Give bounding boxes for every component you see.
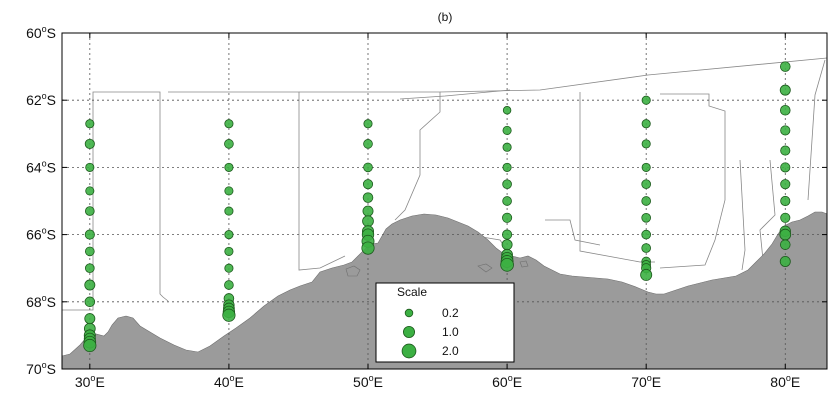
station-marker-70e-5 [641, 196, 652, 206]
station-marker-40e-7 [224, 263, 234, 273]
station-marker-40e-3 [224, 186, 234, 196]
station-marker-70e-4 [641, 179, 652, 190]
station-marker-40e-6 [224, 246, 234, 256]
station-marker-80e-3 [780, 125, 791, 136]
lat-label-64: 64oS [26, 158, 56, 175]
station-marker-50e-6 [362, 215, 374, 227]
station-marker-40e-2 [224, 162, 234, 172]
legend-marker-0 [404, 308, 414, 318]
station-marker-30e-9 [84, 296, 96, 308]
station-marker-50e-1 [363, 139, 373, 149]
station-marker-50e-4 [362, 192, 374, 203]
station-marker-30e-8 [84, 279, 96, 291]
plot-frame [61, 32, 828, 370]
station-marker-30e-0 [85, 119, 95, 129]
station-marker-30e-4 [84, 206, 95, 216]
panel-label: (b) [438, 10, 453, 24]
lon-label-30: 30oE [75, 373, 105, 390]
station-marker-80e-1 [779, 84, 791, 96]
legend-label-0: 0.2 [442, 306, 459, 320]
station-marker-30e-15 [83, 338, 97, 353]
station-marker-50e-3 [362, 179, 374, 190]
station-marker-30e-3 [85, 186, 95, 196]
station-marker-80e-12 [779, 256, 791, 267]
station-marker-80e-7 [780, 195, 791, 207]
lat-label-70: 70oS [26, 360, 56, 377]
lon-label-50: 50oE [353, 373, 383, 390]
station-marker-50e-10 [361, 241, 375, 255]
station-marker-60e-2 [502, 142, 512, 152]
lat-label-68: 68oS [26, 293, 56, 310]
legend-marker-1 [402, 325, 415, 338]
lon-label-60: 60oE [492, 373, 522, 390]
station-marker-80e-10 [779, 228, 792, 241]
legend-label-2: 2.0 [442, 344, 459, 358]
station-marker-70e-0 [641, 95, 651, 105]
station-marker-60e-7 [502, 229, 513, 240]
station-marker-40e-13 [222, 308, 236, 322]
station-marker-80e-6 [780, 179, 791, 190]
legend-marker-2 [401, 343, 417, 359]
station-marker-80e-2 [779, 105, 791, 116]
station-marker-40e-0 [224, 119, 234, 129]
station-marker-30e-10 [84, 313, 96, 325]
scale-legend: Scale 0.2 1.0 2.0 [375, 282, 515, 363]
station-marker-50e-2 [363, 162, 373, 173]
legend-title: Scale [397, 285, 427, 299]
legend-label-1: 1.0 [442, 325, 459, 339]
station-marker-70e-1 [641, 119, 651, 129]
station-marker-50e-5 [362, 205, 374, 217]
station-marker-80e-11 [779, 239, 791, 250]
longitude-tick-labels: 30oE 40oE 50oE 60oE 70oE 80oE [75, 373, 800, 390]
station-marker-70e-8 [641, 243, 652, 253]
lon-label-70: 70oE [631, 373, 661, 390]
station-marker-40e-1 [224, 139, 234, 149]
lat-label-66: 66oS [26, 226, 56, 243]
station-marker-40e-4 [224, 206, 234, 216]
station-marker-30e-7 [84, 263, 95, 274]
station-marker-40e-8 [224, 280, 234, 290]
station-marker-60e-12 [500, 257, 514, 272]
latitude-tick-labels: 60oS 62oS 64oS 66oS 68oS 70oS [26, 24, 56, 377]
station-marker-60e-5 [502, 196, 512, 206]
station-marker-30e-6 [84, 246, 95, 257]
station-marker-30e-1 [84, 138, 95, 149]
lat-label-60: 60oS [26, 24, 56, 41]
station-marker-60e-3 [502, 162, 512, 172]
station-marker-80e-0 [779, 61, 791, 72]
station-marker-70e-6 [641, 212, 652, 223]
lat-label-62: 62oS [26, 91, 56, 108]
lon-label-40: 40oE [214, 373, 244, 390]
legend-box [375, 282, 515, 363]
station-marker-80e-4 [780, 145, 791, 156]
station-marker-50e-0 [363, 119, 373, 129]
station-marker-70e-2 [641, 139, 651, 149]
station-marker-30e-2 [85, 162, 95, 172]
tick-marks [62, 32, 827, 370]
station-marker-80e-5 [780, 162, 791, 173]
station-marker-70e-12 [640, 268, 653, 281]
station-marker-60e-6 [502, 212, 513, 223]
station-marker-60e-0 [502, 106, 512, 115]
station-marker-70e-7 [641, 229, 652, 240]
station-marker-40e-5 [224, 230, 234, 240]
station-marker-30e-5 [84, 229, 95, 240]
station-marker-80e-8 [780, 212, 791, 223]
station-marker-60e-4 [502, 179, 512, 190]
station-marker-70e-3 [641, 162, 651, 172]
station-marker-60e-8 [501, 239, 513, 251]
station-marker-60e-1 [502, 125, 512, 135]
lon-label-80: 80oE [770, 373, 800, 390]
station-markers [83, 61, 792, 353]
islands [345, 260, 529, 277]
